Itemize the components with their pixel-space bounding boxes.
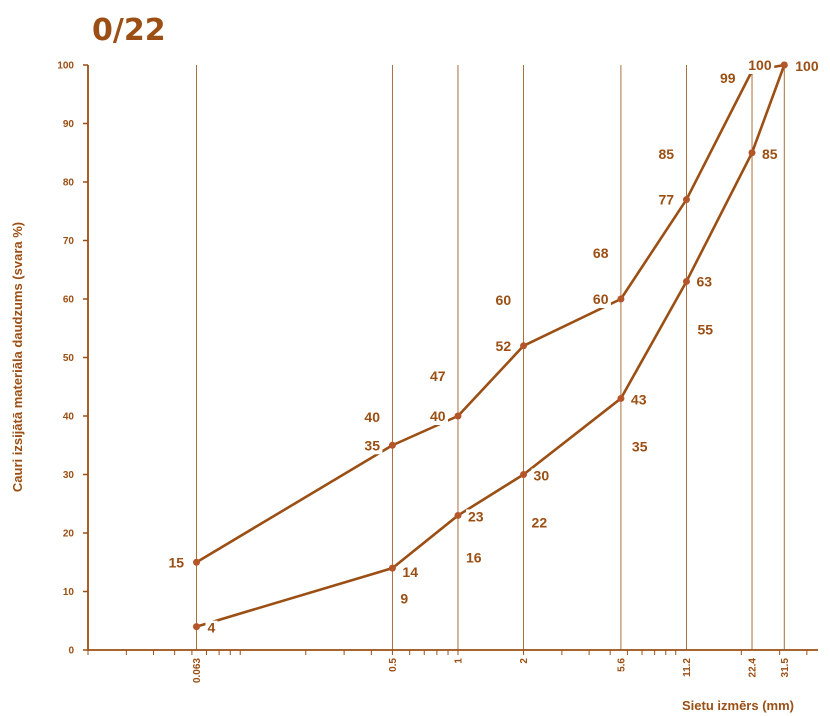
annotation-4: 85 xyxy=(658,146,674,162)
series-1-label-bg-2 xyxy=(465,509,486,526)
series-0-label-bg-7 xyxy=(746,58,775,74)
x-tick-label-5: 11.2 xyxy=(682,658,693,677)
series-1-point-6 xyxy=(748,149,756,157)
series-1-label-bg-1 xyxy=(400,565,421,582)
series-1-line xyxy=(196,64,786,628)
y-tick-label-6: 60 xyxy=(63,295,75,306)
series-1-data-label-2: 23 xyxy=(468,508,484,524)
annotation-1: 47 xyxy=(430,368,446,384)
series-0-data-label-6: 99 xyxy=(720,70,736,86)
series-0-data-label-2: 40 xyxy=(430,408,446,424)
series-1-point-7 xyxy=(780,61,788,69)
x-tick-label-7: 31.5 xyxy=(780,658,791,678)
series-0-data-label-5: 77 xyxy=(658,192,674,208)
series-0-data-label-1: 35 xyxy=(364,437,380,453)
series-1-label-bg-4 xyxy=(628,392,649,409)
y-tick-label-3: 30 xyxy=(63,470,75,481)
x-tick-label-4: 5.6 xyxy=(616,658,627,672)
series-0-label-bg-4 xyxy=(590,292,611,308)
series-0-data-label-4: 60 xyxy=(593,291,609,307)
x-tick-label-2: 1 xyxy=(453,658,464,664)
series-0-label-bg-5 xyxy=(656,192,677,209)
series-0-line xyxy=(195,63,785,564)
series-0-point-0 xyxy=(193,558,201,566)
series-1-point-2 xyxy=(454,511,462,519)
annotation-5: 9 xyxy=(400,590,408,606)
series-0-label-bg-6 xyxy=(718,70,739,87)
x-axis-title: Sietu izmērs (mm) xyxy=(682,698,794,713)
x-tick-label-6: 22.4 xyxy=(748,658,759,678)
annotation-3: 68 xyxy=(593,245,609,261)
annotation-2: 60 xyxy=(496,292,512,308)
series-1-data-label-1: 14 xyxy=(402,564,418,580)
y-tick-label-2: 20 xyxy=(63,529,75,540)
series-0-point-3 xyxy=(520,342,528,350)
x-tick-label-1: 0.5 xyxy=(388,658,399,672)
series-0-data-label-3: 52 xyxy=(496,338,512,354)
series-1-point-5 xyxy=(682,277,690,285)
series-0-label-bg-2 xyxy=(427,409,448,425)
y-tick-label-8: 80 xyxy=(63,178,75,189)
y-tick-label-5: 50 xyxy=(63,353,75,364)
series-0-point-1 xyxy=(388,441,396,449)
y-axis-title: Cauri izsijātā materiāla daudzums (svara… xyxy=(10,222,25,492)
series-1-point-1 xyxy=(388,564,396,572)
series-1-label-bg-0 xyxy=(205,620,218,637)
annotation-9: 55 xyxy=(697,321,713,337)
series-1-label-bg-6 xyxy=(760,146,781,163)
series-1-data-label-4: 43 xyxy=(631,391,647,407)
annotation-6: 16 xyxy=(466,549,482,565)
annotation-0: 40 xyxy=(364,409,380,425)
x-tick-label-0: 0.063 xyxy=(192,658,203,683)
annotation-8: 35 xyxy=(632,438,648,454)
y-tick-label-4: 40 xyxy=(63,412,75,423)
series-0-label-bg-0 xyxy=(166,555,187,572)
series-0-data-label-7: 100 xyxy=(748,57,772,73)
series-1-data-label-7: 100 xyxy=(795,58,819,74)
series-1-label-bg-7 xyxy=(793,59,822,75)
y-tick-label-9: 90 xyxy=(63,119,75,130)
series-1-data-label-5: 63 xyxy=(696,273,712,289)
y-tick-label-10: 100 xyxy=(57,61,74,72)
series-1-label-bg-3 xyxy=(531,468,552,485)
series-0-label-bg-1 xyxy=(362,438,383,455)
series-0-data-label-0: 15 xyxy=(169,554,185,570)
x-tick-label-3: 2 xyxy=(519,658,530,664)
series-0-point-5 xyxy=(682,196,690,204)
chart-title: 0/22 xyxy=(92,13,166,48)
y-tick-label-1: 10 xyxy=(63,587,75,598)
series-1-data-label-0: 4 xyxy=(208,620,216,636)
series-1-point-0 xyxy=(193,623,201,631)
annotation-7: 22 xyxy=(532,514,548,530)
series-1-label-bg-5 xyxy=(694,274,715,291)
series-1-data-label-6: 85 xyxy=(762,146,778,162)
y-tick-label-0: 0 xyxy=(68,646,74,657)
series-0-label-bg-3 xyxy=(493,338,514,355)
series-0-point-4 xyxy=(617,295,625,303)
series-1-data-label-3: 30 xyxy=(534,468,550,484)
y-tick-label-7: 70 xyxy=(63,236,75,247)
series-1-point-4 xyxy=(617,394,625,402)
series-0-point-2 xyxy=(454,412,462,420)
series-1-point-3 xyxy=(520,471,528,478)
